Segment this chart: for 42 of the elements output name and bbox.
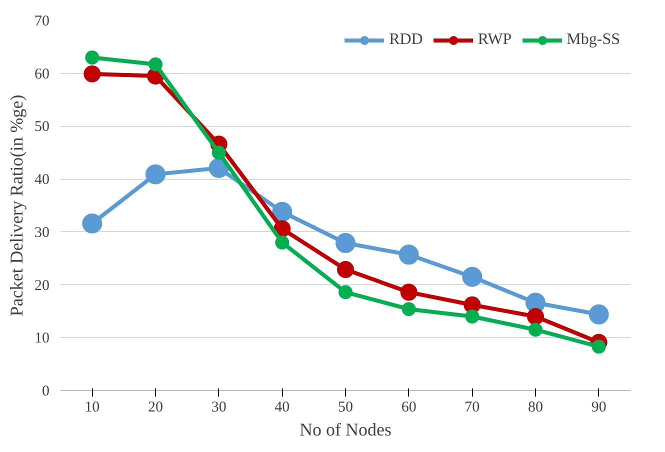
point bbox=[465, 310, 480, 324]
x-tick-label: 60 bbox=[401, 400, 416, 416]
point bbox=[212, 146, 226, 160]
point bbox=[82, 213, 102, 234]
point bbox=[84, 65, 101, 82]
legend-label: RDD bbox=[389, 31, 423, 49]
x-tick-label: 10 bbox=[84, 400, 100, 416]
y-tick-label: 0 bbox=[42, 384, 50, 400]
y-tick-label: 20 bbox=[34, 278, 50, 294]
x-tick-label: 70 bbox=[464, 400, 480, 416]
y-tick-label: 30 bbox=[34, 224, 50, 241]
x-tick-label: 90 bbox=[591, 400, 606, 416]
point bbox=[402, 302, 416, 316]
point bbox=[462, 266, 482, 287]
x-tick-label: 80 bbox=[528, 400, 543, 416]
point bbox=[275, 236, 290, 250]
point bbox=[528, 322, 542, 337]
point bbox=[400, 284, 418, 301]
point bbox=[398, 244, 419, 265]
point bbox=[146, 164, 166, 184]
point bbox=[337, 260, 354, 278]
y-tick-label: 60 bbox=[34, 66, 50, 82]
y-tick-label: 40 bbox=[34, 172, 50, 188]
point bbox=[338, 285, 352, 300]
point bbox=[272, 202, 292, 222]
legend-label: RWP bbox=[478, 31, 512, 49]
point bbox=[336, 233, 356, 254]
x-axis-title: No of Nodes bbox=[300, 420, 392, 440]
y-tick-label: 70 bbox=[34, 14, 50, 30]
point bbox=[588, 304, 609, 324]
y-tick-label: 50 bbox=[34, 119, 50, 136]
x-tick-label: 30 bbox=[211, 400, 226, 416]
point bbox=[592, 340, 606, 354]
point bbox=[148, 57, 162, 72]
x-tick-label: 40 bbox=[274, 400, 290, 416]
y-axis-title: Packet Delivery Ratio(in %ge) bbox=[6, 94, 26, 316]
x-tick-label: 50 bbox=[338, 400, 353, 416]
point bbox=[527, 308, 544, 325]
y-tick-label: 10 bbox=[34, 330, 50, 347]
x-tick-label: 20 bbox=[148, 400, 163, 416]
legend-label: Mbg-SS bbox=[566, 31, 620, 49]
point bbox=[85, 50, 100, 64]
